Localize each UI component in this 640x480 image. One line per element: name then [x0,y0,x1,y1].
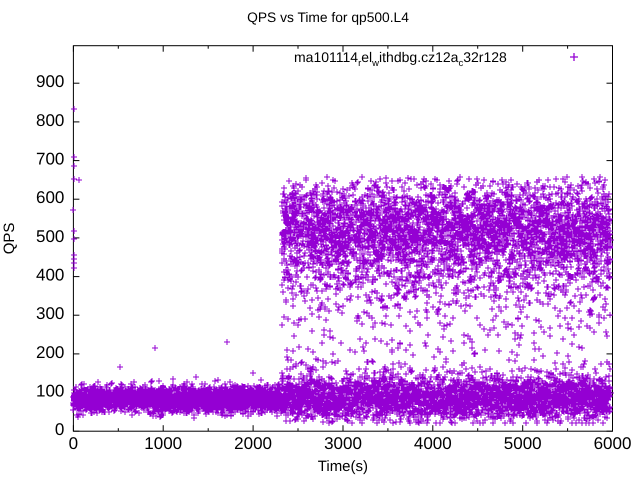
svg-text:100: 100 [36,382,64,401]
svg-text:Time(s): Time(s) [318,458,368,475]
svg-text:ma101114relwithdbg.cz12ac32r12: ma101114relwithdbg.cz12ac32r128 [294,49,507,69]
svg-text:300: 300 [36,304,64,323]
svg-text:QPS vs Time for qp500.L4: QPS vs Time for qp500.L4 [247,10,409,25]
svg-text:5000: 5000 [504,434,542,453]
svg-text:3000: 3000 [324,434,362,453]
svg-text:600: 600 [36,188,64,207]
svg-text:500: 500 [36,227,64,246]
svg-text:400: 400 [36,266,64,285]
svg-text:0: 0 [69,434,78,453]
svg-text:800: 800 [36,111,64,130]
svg-text:900: 900 [36,72,64,91]
svg-text:700: 700 [36,150,64,169]
svg-text:2000: 2000 [234,434,272,453]
svg-text:0: 0 [55,420,64,439]
svg-text:1000: 1000 [144,434,182,453]
svg-text:200: 200 [36,343,64,362]
svg-text:QPS: QPS [1,223,18,255]
svg-text:4000: 4000 [414,434,452,453]
svg-text:6000: 6000 [594,434,632,453]
